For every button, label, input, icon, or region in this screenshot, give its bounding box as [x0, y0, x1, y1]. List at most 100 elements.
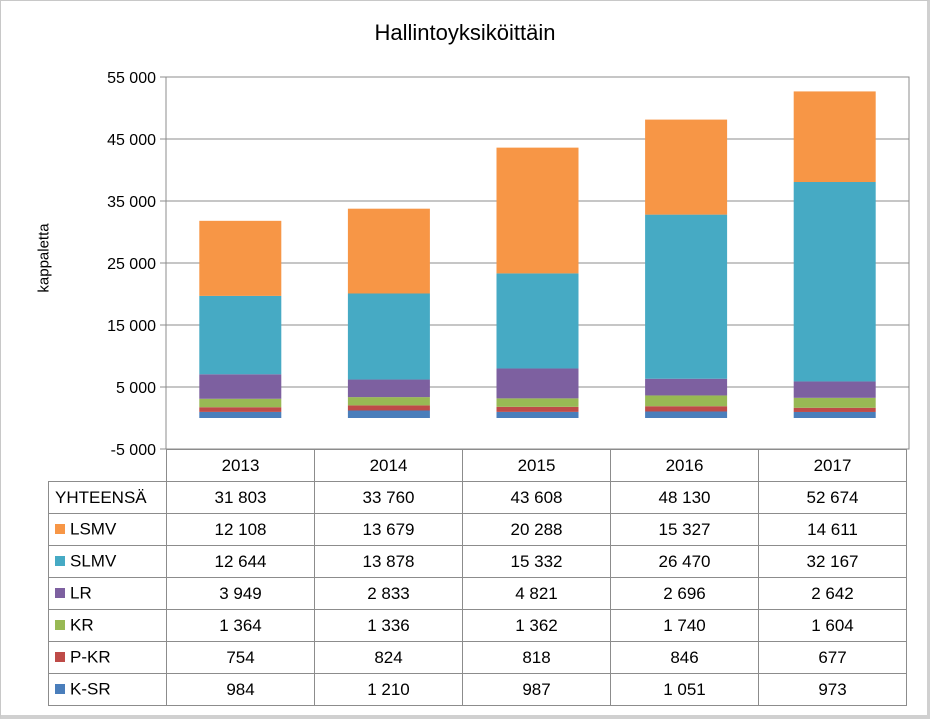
data-label: 1 336 — [314, 609, 463, 642]
legend-key — [55, 651, 65, 662]
y-tick-label: 55 000 — [107, 70, 156, 87]
data-label: 754 — [166, 641, 315, 674]
table-row: LSMV 12 108 13 679 20 288 15 327 14 611 — [48, 513, 907, 546]
bar-segment-lsmv — [199, 220, 282, 296]
legend-key — [55, 587, 65, 598]
data-label: 984 — [166, 673, 315, 706]
data-label: 1 210 — [314, 673, 463, 706]
bar-segment-k-sr — [645, 411, 728, 418]
bar-segment-kr — [199, 398, 282, 408]
bar-segment-lr — [793, 381, 876, 398]
bar-segment-lr — [645, 378, 728, 396]
table-header-row: 2013 2014 2015 2016 2017 — [48, 449, 907, 482]
data-label: 43 608 — [462, 481, 611, 514]
y-tick-label: 45 000 — [107, 132, 156, 149]
legend-key — [55, 555, 65, 566]
legend-label: P-KR — [70, 647, 111, 667]
legend-entry: SLMV — [48, 545, 167, 578]
data-label: 15 332 — [462, 545, 611, 578]
bar-segment-k-sr — [347, 410, 430, 418]
bar-segment-lr — [347, 379, 430, 398]
x-tick-label: 2014 — [314, 449, 463, 482]
legend-key — [55, 523, 65, 534]
table-row: K-SR 984 1 210 987 1 051 973 — [48, 673, 907, 706]
legend-key — [55, 619, 65, 630]
y-tick-label: 35 000 — [107, 194, 156, 211]
bar-segment-kr — [645, 395, 728, 407]
bar-segment-kr — [496, 398, 579, 407]
data-label: 677 — [758, 641, 907, 674]
bar-segment-lsmv — [793, 91, 876, 183]
data-label: 14 611 — [758, 513, 907, 546]
x-tick-label: 2015 — [462, 449, 611, 482]
table-row: LR 3 949 2 833 4 821 2 696 2 642 — [48, 577, 907, 610]
bar-segment-slmv — [645, 214, 728, 379]
data-label: 824 — [314, 641, 463, 674]
table-row-total: YHTEENSÄ 31 803 33 760 43 608 48 130 52 674 — [48, 481, 907, 514]
legend-label: K-SR — [70, 679, 111, 699]
data-label: 12 644 — [166, 545, 315, 578]
bar-segment-p-kr — [347, 405, 430, 411]
data-label: 33 760 — [314, 481, 463, 514]
y-tick-label: 15 000 — [107, 318, 156, 335]
bar-segment-lr — [199, 374, 282, 399]
bar-segment-lsmv — [645, 119, 728, 215]
y-tick-label: 25 000 — [107, 256, 156, 273]
legend-entry: LSMV — [48, 513, 167, 546]
x-tick-label: 2013 — [166, 449, 315, 482]
legend-label: SLMV — [70, 551, 117, 571]
row-label-total: YHTEENSÄ — [48, 481, 167, 514]
bar-segment-kr — [347, 397, 430, 406]
legend-label: LR — [70, 583, 92, 603]
bar-segment-k-sr — [496, 411, 579, 418]
data-label: 2 833 — [314, 577, 463, 610]
x-tick-label: 2016 — [610, 449, 759, 482]
data-label: 4 821 — [462, 577, 611, 610]
bar-segment-slmv — [793, 182, 876, 382]
table-row: P-KR 754 824 818 846 677 — [48, 641, 907, 674]
bar-segment-slmv — [199, 295, 282, 375]
data-label: 20 288 — [462, 513, 611, 546]
data-table: 2013 2014 2015 2016 2017 YHTEENSÄ 31 803 33 760… — [48, 449, 907, 706]
data-label: 973 — [758, 673, 907, 706]
bar-segment-slmv — [496, 273, 579, 369]
data-label: 52 674 — [758, 481, 907, 514]
bar-segment-k-sr — [793, 411, 876, 418]
bar-segment-slmv — [347, 293, 430, 380]
x-tick-label: 2017 — [758, 449, 907, 482]
data-label: 13 679 — [314, 513, 463, 546]
legend-entry: P-KR — [48, 641, 167, 674]
bar-segment-lsmv — [347, 208, 430, 294]
legend-entry: K-SR — [48, 673, 167, 706]
data-label: 818 — [462, 641, 611, 674]
data-label: 31 803 — [166, 481, 315, 514]
data-label: 2 696 — [610, 577, 759, 610]
bar-segment-p-kr — [496, 406, 579, 412]
bar-segment-lr — [496, 368, 579, 399]
bar-segment-kr — [793, 397, 876, 408]
bar-segment-p-kr — [645, 406, 728, 412]
data-label: 1 364 — [166, 609, 315, 642]
data-label: 26 470 — [610, 545, 759, 578]
legend-label: KR — [70, 615, 94, 635]
chart-title: Hallintoyksiköittäin — [374, 20, 556, 45]
legend-entry: KR — [48, 609, 167, 642]
table-row: KR 1 364 1 336 1 362 1 740 1 604 — [48, 609, 907, 642]
bar-segment-p-kr — [199, 407, 282, 412]
data-label: 1 740 — [610, 609, 759, 642]
legend-label: LSMV — [70, 519, 117, 539]
legend-key — [55, 683, 65, 694]
data-label: 12 108 — [166, 513, 315, 546]
y-tick-label: 5 000 — [116, 380, 156, 397]
data-label: 846 — [610, 641, 759, 674]
data-label: 32 167 — [758, 545, 907, 578]
data-label: 15 327 — [610, 513, 759, 546]
table-row: SLMV 12 644 13 878 15 332 26 470 32 167 — [48, 545, 907, 578]
data-label: 1 051 — [610, 673, 759, 706]
data-label: 48 130 — [610, 481, 759, 514]
data-label: 1 362 — [462, 609, 611, 642]
table-corner-cell — [48, 449, 167, 482]
bar-segment-p-kr — [793, 407, 876, 412]
